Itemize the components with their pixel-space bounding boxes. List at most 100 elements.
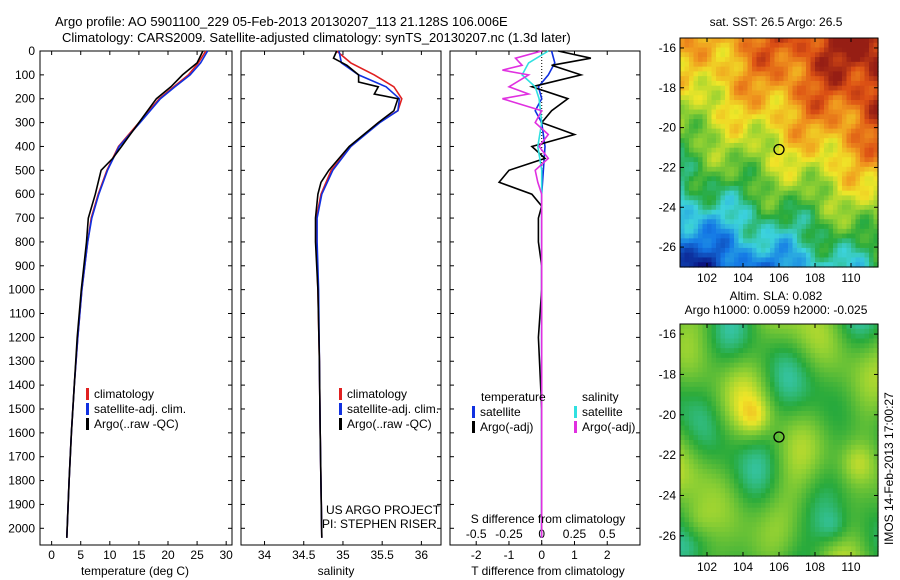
heatmap-cell [873,338,879,344]
heatmap-cells [680,324,879,557]
heatmap-cell [833,382,839,388]
heatmap-cell [698,247,704,254]
heatmap-cell [837,181,843,187]
heatmap-cell [824,204,830,211]
heatmap-cell [779,66,785,72]
heatmap-cell [711,214,717,220]
heatmap-cell [815,440,821,446]
heatmap-cell [783,138,789,144]
heatmap-cell [774,483,780,489]
heatmap-cell [770,517,776,523]
heatmap-cell [702,114,708,120]
heatmap-cell [770,57,776,63]
heatmap-cell [779,47,785,53]
heatmap-cell [855,262,861,268]
heatmap-cell [779,473,785,480]
heatmap-cell [716,47,722,53]
heatmap-cell [689,478,695,485]
heatmap-cell [761,47,767,53]
heatmap-cell [797,247,803,254]
heatmap-cell [779,109,785,115]
heatmap-cell [774,238,780,244]
heatmap-cell [761,257,767,263]
heatmap-cell [797,338,803,344]
heatmap-cell [725,444,731,451]
heatmap-cell [797,166,803,173]
heatmap-cell [810,454,816,460]
heatmap-cell [869,52,875,58]
heatmap-cell [693,328,699,335]
heatmap-cell [680,190,686,197]
heatmap-cell [702,95,708,101]
heatmap-cell [743,128,749,135]
heatmap-cell [729,252,735,259]
heatmap-cell [810,507,816,514]
heatmap-cell [855,420,861,427]
heatmap-cell [693,90,699,96]
heatmap-cell [684,435,690,441]
heatmap-cell [864,52,870,58]
heatmap-cell [765,386,771,393]
x-tick-label: 30 [220,548,234,562]
heatmap-cell [815,536,821,543]
heatmap-cell [815,262,821,268]
heatmap-cell [860,459,866,465]
heatmap-cell [702,512,708,518]
heatmap-cell [770,90,776,96]
heatmap-cell [837,80,843,87]
heatmap-cell [797,152,803,158]
heatmap-cell [738,415,744,422]
heatmap-cell [770,435,776,441]
heatmap-cell [752,551,758,557]
heatmap-cell [864,209,870,216]
heatmap-cell [734,262,740,268]
heatmap-cell [801,209,807,216]
heatmap-cell [806,333,812,340]
heatmap-cell [702,333,708,340]
heatmap-cell [783,109,789,115]
heatmap-cell [779,190,785,197]
heatmap-cell [761,38,767,44]
heatmap-cell [716,181,722,187]
heatmap-cell [828,493,834,499]
heatmap-cell [851,228,857,235]
heatmap-cell [693,367,699,373]
heatmap-cell [689,147,695,154]
heatmap-cell [783,247,789,254]
heatmap-cell [774,42,780,49]
heatmap-cell [833,147,839,154]
heatmap-cell [864,512,870,518]
heatmap-cell [729,478,735,485]
heatmap-cell [806,57,812,63]
heatmap-cell [779,224,785,230]
heatmap-cell [788,551,794,557]
heatmap-cell [693,243,699,249]
heatmap-cell [801,527,807,533]
heatmap-cell [707,57,713,63]
heatmap-cell [855,100,861,106]
heatmap-cell [801,257,807,263]
heatmap-cell [689,219,695,225]
heatmap-cell [797,190,803,197]
heatmap-cell [815,238,821,244]
heatmap-cell [689,333,695,340]
heatmap-cell [743,353,749,359]
heatmap-cell [837,38,843,44]
heatmap-cell [855,133,861,139]
heatmap-cell [680,401,686,407]
heatmap-cell [815,415,821,422]
heatmap-cell [684,473,690,480]
heatmap-cell [698,483,704,489]
heatmap-cell [765,527,771,533]
heatmap-cell [711,119,717,125]
heatmap-cell [747,353,753,359]
heatmap-cell [851,238,857,244]
heatmap-cell [788,502,794,509]
map-x-tick-label: 110 [841,271,860,285]
heatmap-cell [792,493,798,499]
heatmap-cell [801,420,807,427]
heatmap-cell [837,66,843,72]
heatmap-cell [860,362,866,369]
legend-header-salinity: salinity [582,390,619,404]
heatmap-cell [842,80,848,87]
